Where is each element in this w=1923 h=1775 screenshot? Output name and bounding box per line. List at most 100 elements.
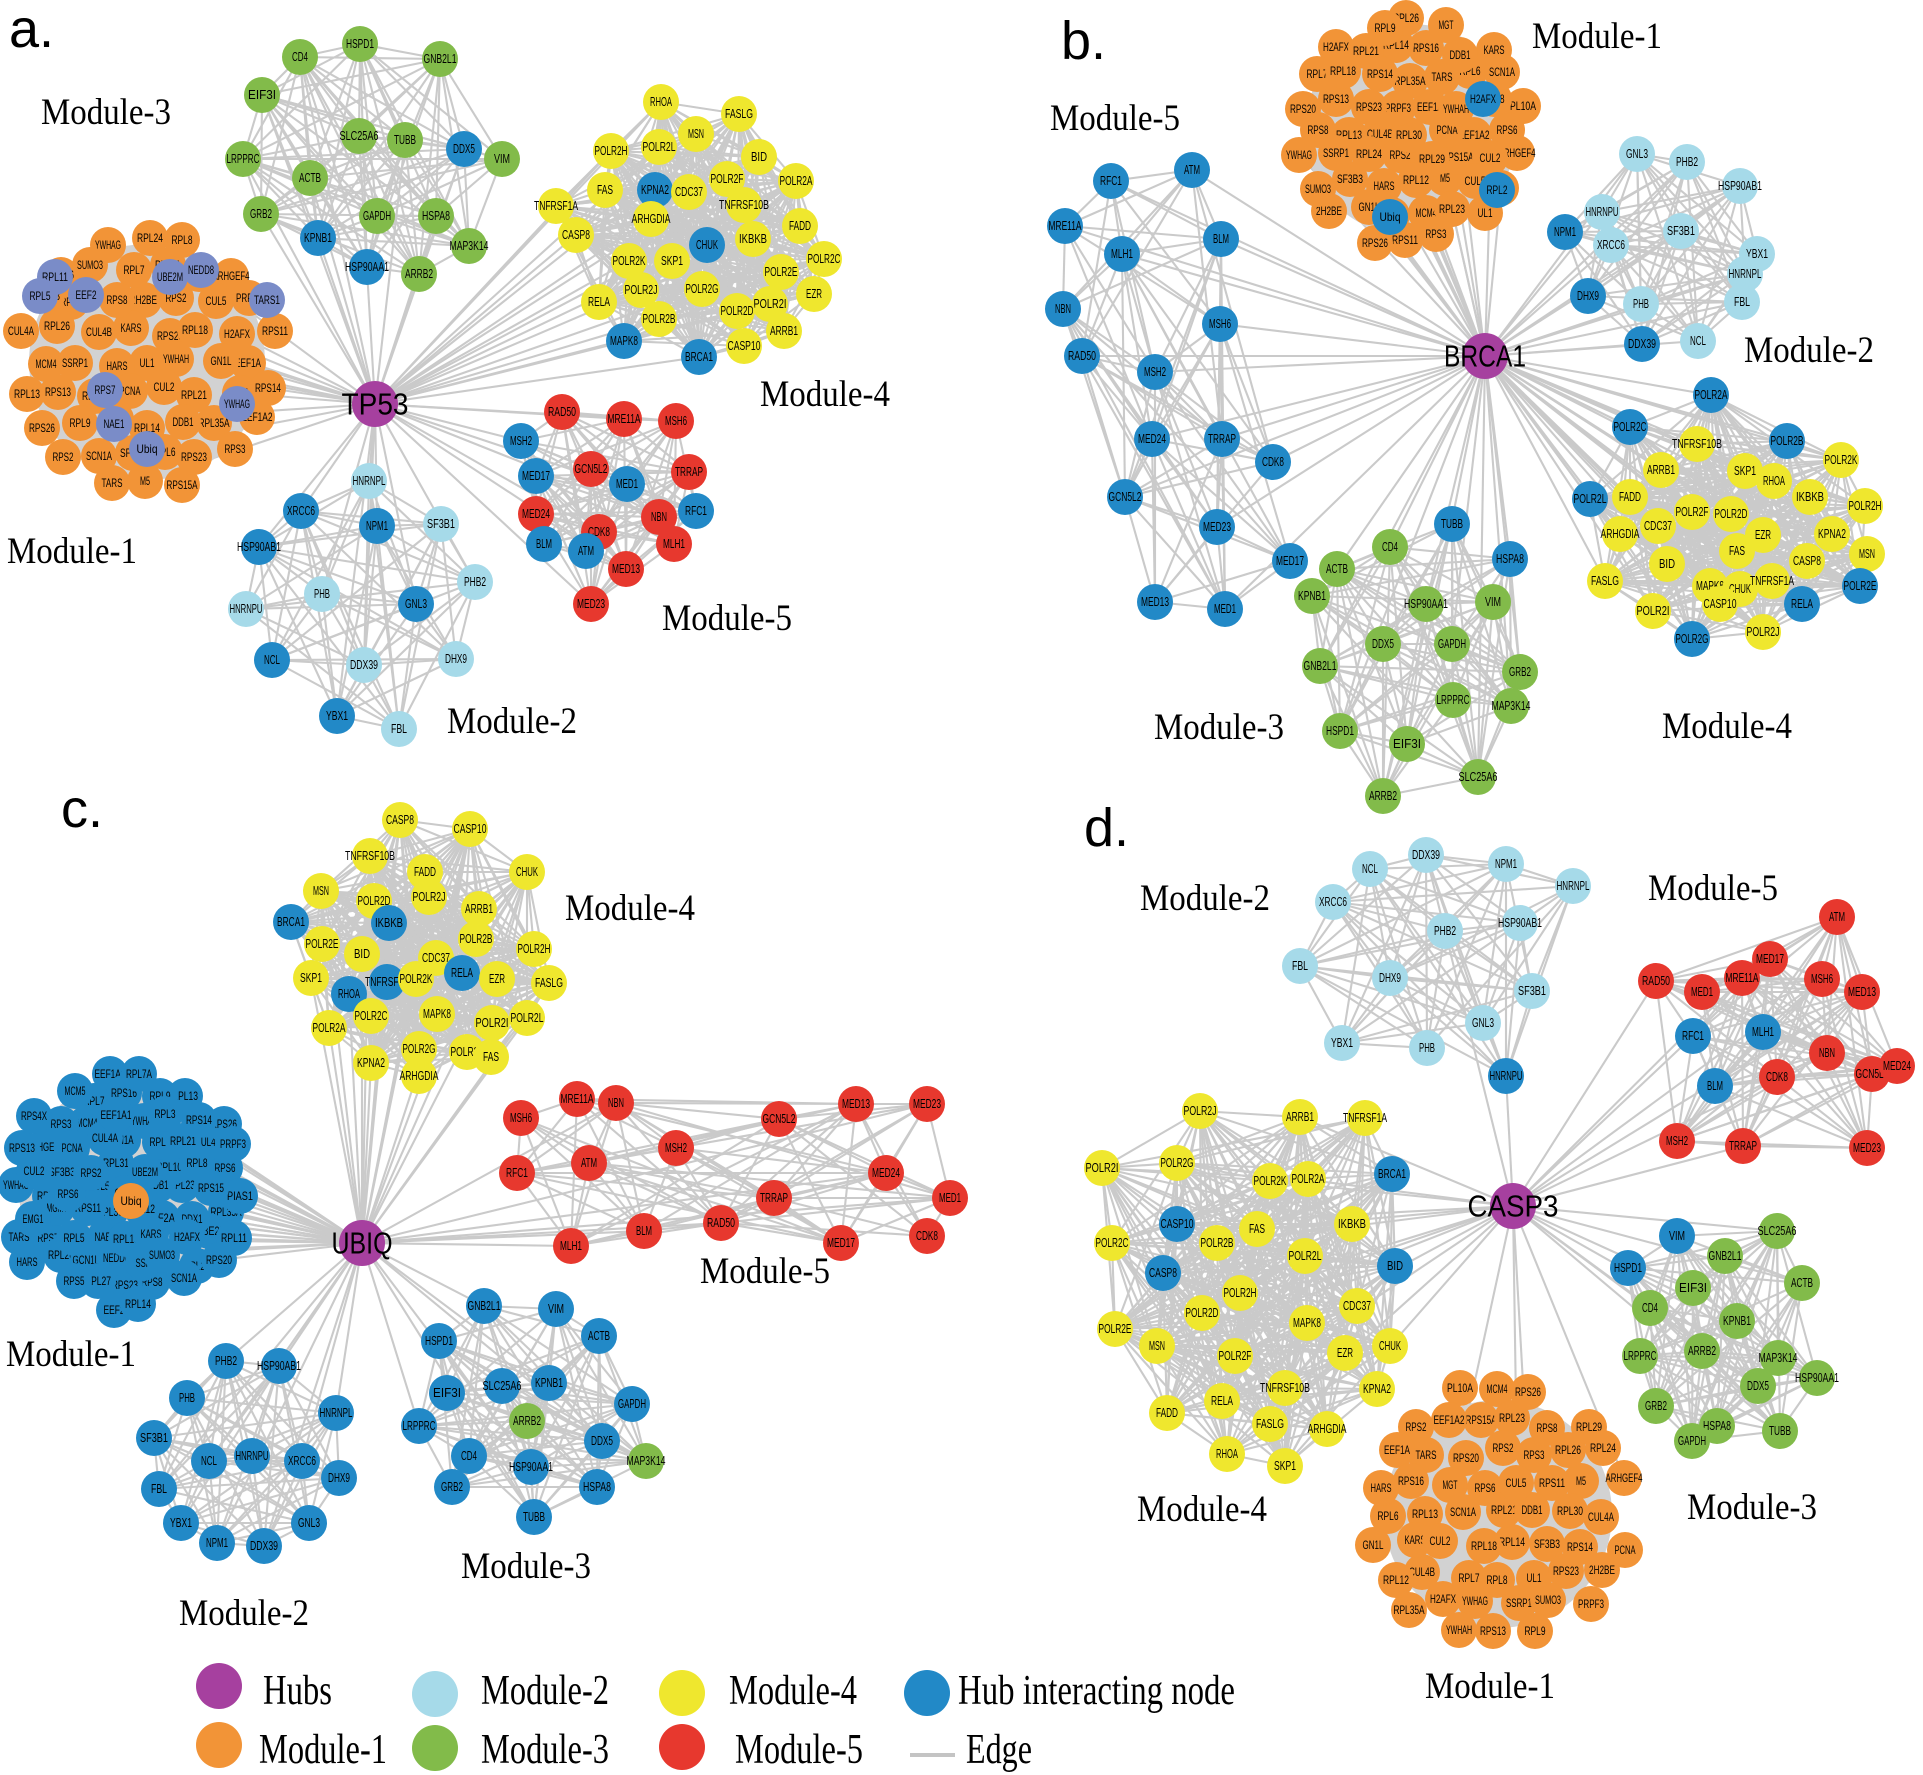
svg-text:GNB2L1: GNB2L1 xyxy=(424,52,457,66)
svg-text:PHB2: PHB2 xyxy=(1434,924,1456,938)
svg-text:HNRNPL: HNRNPL xyxy=(1729,267,1762,281)
svg-text:EIF3I: EIF3I xyxy=(1679,1281,1707,1295)
svg-text:RPL5: RPL5 xyxy=(64,1231,85,1245)
svg-text:RFC1: RFC1 xyxy=(506,1166,528,1180)
svg-text:CASP8: CASP8 xyxy=(1793,554,1821,568)
svg-text:MSH2: MSH2 xyxy=(665,1141,687,1155)
svg-text:GNL3: GNL3 xyxy=(298,1516,320,1530)
svg-text:RPL24: RPL24 xyxy=(137,231,163,245)
svg-text:RPS2: RPS2 xyxy=(53,450,74,464)
svg-text:HSPA8: HSPA8 xyxy=(583,1480,611,1494)
svg-text:YWHAG: YWHAG xyxy=(1462,1594,1488,1608)
svg-text:FASLG: FASLG xyxy=(1591,574,1619,588)
svg-text:HSPA8: HSPA8 xyxy=(422,209,450,223)
svg-text:PL10A: PL10A xyxy=(1510,99,1536,113)
svg-text:Module-2: Module-2 xyxy=(1744,330,1874,371)
svg-text:RPL3: RPL3 xyxy=(155,1107,176,1121)
svg-text:PCNA: PCNA xyxy=(62,1141,83,1155)
svg-text:EZR: EZR xyxy=(489,972,505,986)
svg-text:MAP3K14: MAP3K14 xyxy=(1492,699,1531,713)
svg-text:ARRB2: ARRB2 xyxy=(405,267,433,281)
svg-text:POLR2G: POLR2G xyxy=(1676,632,1709,646)
svg-text:SLC25A6: SLC25A6 xyxy=(1758,1224,1797,1238)
svg-text:Hub interacting node: Hub interacting node xyxy=(958,1668,1235,1714)
svg-text:Module-2: Module-2 xyxy=(179,1593,309,1634)
svg-text:PL10A: PL10A xyxy=(1447,1381,1473,1395)
svg-text:GCN5L2: GCN5L2 xyxy=(1109,490,1142,504)
svg-text:FASLG: FASLG xyxy=(1256,1417,1284,1431)
svg-text:Hubs: Hubs xyxy=(263,1668,332,1714)
svg-text:2H2BE: 2H2BE xyxy=(1316,204,1342,218)
svg-text:HSPD1: HSPD1 xyxy=(1326,724,1354,738)
svg-text:MAPK8: MAPK8 xyxy=(423,1007,451,1021)
svg-text:GCN5L2: GCN5L2 xyxy=(763,1112,796,1126)
svg-text:NEDD8: NEDD8 xyxy=(188,263,214,277)
svg-text:DHX9: DHX9 xyxy=(1577,289,1599,303)
svg-text:SF3B1: SF3B1 xyxy=(427,517,455,531)
svg-text:RPL14: RPL14 xyxy=(134,421,160,435)
svg-text:FBL: FBL xyxy=(1292,959,1308,973)
svg-text:UL1: UL1 xyxy=(1527,1571,1542,1585)
svg-text:IKBKB: IKBKB xyxy=(739,232,767,246)
svg-text:SKP1: SKP1 xyxy=(300,971,322,985)
svg-text:POLR2E: POLR2E xyxy=(1844,579,1877,593)
svg-text:KARS: KARS xyxy=(141,1227,162,1241)
svg-text:MSH6: MSH6 xyxy=(1209,317,1231,331)
svg-text:RPL21: RPL21 xyxy=(1353,44,1379,58)
svg-text:RELA: RELA xyxy=(588,295,610,309)
svg-text:MAP3K14: MAP3K14 xyxy=(627,1454,666,1468)
svg-text:YBX1: YBX1 xyxy=(1331,1036,1353,1050)
svg-text:PHB: PHB xyxy=(179,1391,195,1405)
svg-text:RPS11: RPS11 xyxy=(1539,1476,1565,1490)
svg-text:MED1: MED1 xyxy=(616,477,638,491)
svg-text:MAP3K14: MAP3K14 xyxy=(1759,1351,1798,1365)
svg-text:Module-2: Module-2 xyxy=(481,1668,609,1714)
svg-text:HSP90AB1: HSP90AB1 xyxy=(1498,916,1542,930)
svg-text:RPL21: RPL21 xyxy=(181,388,207,402)
svg-text:NPM1: NPM1 xyxy=(366,519,388,533)
svg-text:DHX9: DHX9 xyxy=(1379,971,1401,985)
svg-text:CDC37: CDC37 xyxy=(675,185,703,199)
svg-text:RPS15A: RPS15A xyxy=(167,478,198,492)
svg-text:CASP8: CASP8 xyxy=(386,813,414,827)
svg-text:CD4: CD4 xyxy=(292,50,308,64)
svg-text:FADD: FADD xyxy=(1619,490,1641,504)
svg-text:ARRB1: ARRB1 xyxy=(770,324,798,338)
svg-text:MED13: MED13 xyxy=(612,562,640,576)
svg-text:VIM: VIM xyxy=(548,1302,564,1316)
svg-text:Module-4: Module-4 xyxy=(729,1668,857,1714)
svg-text:ARRB2: ARRB2 xyxy=(1688,1344,1716,1358)
svg-text:Module-2: Module-2 xyxy=(1140,878,1270,919)
svg-text:2H2BE: 2H2BE xyxy=(1589,1563,1615,1577)
svg-text:TNFRSF10B: TNFRSF10B xyxy=(345,849,395,863)
svg-text:TRRAP: TRRAP xyxy=(675,465,703,479)
svg-text:SF3B1: SF3B1 xyxy=(140,1431,168,1445)
svg-text:GCN5L2: GCN5L2 xyxy=(575,462,608,476)
svg-text:MAPK8: MAPK8 xyxy=(610,334,638,348)
svg-text:CUL2: CUL2 xyxy=(1430,1534,1451,1548)
svg-text:RPL30: RPL30 xyxy=(1396,128,1422,142)
svg-text:HSPD1: HSPD1 xyxy=(425,1334,453,1348)
svg-text:HSPA8: HSPA8 xyxy=(1496,552,1524,566)
svg-text:ARHGEF4: ARHGEF4 xyxy=(1606,1471,1643,1485)
svg-text:POLR2L: POLR2L xyxy=(1289,1249,1322,1263)
svg-text:c.: c. xyxy=(61,779,103,839)
svg-text:KPNB1: KPNB1 xyxy=(535,1376,563,1390)
svg-text:CUL2: CUL2 xyxy=(154,380,175,394)
svg-text:POLR2K: POLR2K xyxy=(1254,1174,1287,1188)
svg-text:RPS15: RPS15 xyxy=(198,1181,224,1195)
svg-text:HNRNPL: HNRNPL xyxy=(1557,879,1590,893)
svg-text:POLR2C: POLR2C xyxy=(1614,420,1647,434)
svg-text:RPS2: RPS2 xyxy=(1406,1420,1427,1434)
svg-text:FAS: FAS xyxy=(1249,1222,1265,1236)
svg-text:MED13: MED13 xyxy=(842,1097,870,1111)
svg-text:KPNB1: KPNB1 xyxy=(1723,1314,1751,1328)
svg-text:NBN: NBN xyxy=(1055,302,1071,316)
svg-text:MED23: MED23 xyxy=(913,1097,941,1111)
svg-text:POLR2E: POLR2E xyxy=(306,937,339,951)
svg-text:RPL18: RPL18 xyxy=(182,323,208,337)
svg-text:Module-4: Module-4 xyxy=(565,888,695,929)
svg-text:TP53: TP53 xyxy=(342,387,409,422)
svg-text:FASLG: FASLG xyxy=(535,976,563,990)
svg-text:CASP10: CASP10 xyxy=(1704,597,1737,611)
